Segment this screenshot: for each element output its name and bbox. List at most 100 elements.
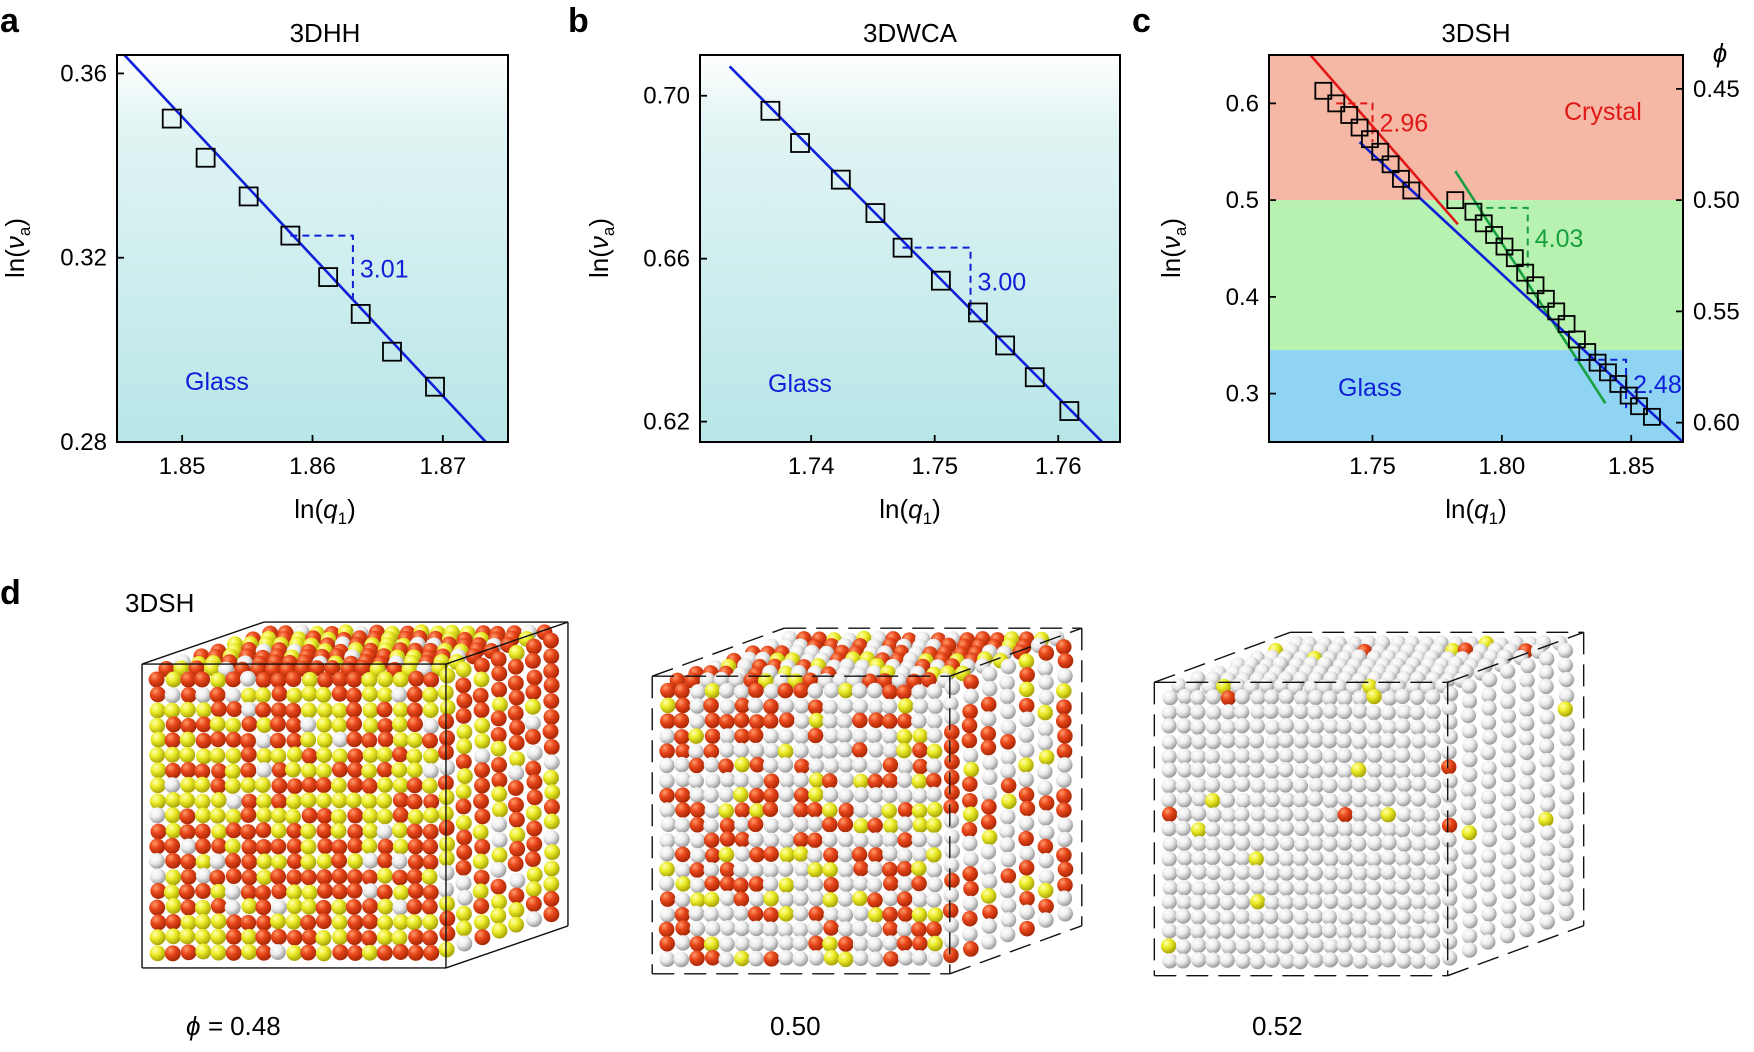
particle-orange	[1037, 838, 1054, 855]
y-tick-label: 0.32	[60, 245, 107, 272]
particle-yellow	[456, 768, 473, 785]
particle-orange	[269, 716, 286, 733]
particle-white	[1162, 836, 1178, 852]
particle-white	[963, 688, 979, 705]
particle-orange	[808, 935, 824, 952]
data-point	[1371, 142, 1390, 161]
particle-yellow	[779, 847, 795, 863]
particle-yellow	[270, 748, 287, 764]
particle-white	[1558, 833, 1575, 849]
particle-yellow	[286, 945, 303, 961]
cube-edge	[949, 925, 1083, 975]
particle-orange	[659, 891, 676, 907]
particle-orange	[1337, 806, 1353, 823]
particle-white	[1322, 762, 1338, 778]
particle-yellow	[660, 697, 676, 714]
particle-orange	[1056, 788, 1072, 804]
particle-orange	[1057, 877, 1073, 893]
particle-orange	[315, 777, 332, 794]
particle-white	[1500, 781, 1516, 798]
cube-0	[141, 621, 569, 969]
particle-white	[748, 773, 764, 790]
particle-white	[1162, 880, 1178, 896]
particle-white	[1057, 668, 1073, 684]
data-point	[1495, 237, 1514, 256]
cube-edge	[949, 627, 1083, 677]
particle-white	[1500, 678, 1517, 694]
particle-white	[1410, 776, 1427, 792]
particle-yellow	[224, 777, 241, 794]
particle-white	[1352, 690, 1368, 706]
particle-white	[1460, 809, 1476, 826]
particle-white	[748, 935, 765, 952]
data-point	[1526, 276, 1545, 295]
particle-orange	[271, 793, 288, 810]
particle-white	[1337, 835, 1353, 851]
particle-orange	[346, 929, 363, 946]
particle-white	[1424, 864, 1441, 880]
slope-triangle-red	[1336, 102, 1374, 143]
particle-white	[734, 920, 750, 937]
particle-white	[897, 876, 914, 892]
particle-white	[1461, 898, 1477, 914]
data-point	[1485, 226, 1504, 244]
particle-yellow	[149, 717, 166, 734]
particle-white	[748, 831, 764, 848]
particle-yellow	[1001, 793, 1017, 810]
particle-orange	[346, 882, 363, 899]
particle-white	[1366, 747, 1383, 764]
data-point	[1578, 343, 1597, 361]
phase-band-2	[1269, 350, 1683, 442]
particle-yellow	[241, 898, 258, 915]
particle-white	[981, 873, 998, 890]
particle-orange	[406, 898, 423, 915]
particle-orange	[793, 831, 809, 848]
particle-white	[1539, 825, 1556, 841]
particle-yellow	[330, 808, 347, 825]
particle-white	[1442, 919, 1458, 935]
particle-white	[1249, 938, 1266, 954]
particle-orange	[474, 762, 490, 779]
particle-white	[944, 843, 961, 859]
particle-yellow	[455, 661, 472, 678]
particle-yellow	[688, 728, 704, 744]
particle-white	[1351, 807, 1368, 823]
particle-white	[823, 682, 840, 699]
particle-white	[1365, 776, 1382, 792]
particle-orange	[526, 820, 543, 837]
data-point	[1588, 353, 1607, 372]
particle-yellow	[194, 793, 211, 810]
data-point	[1474, 214, 1493, 233]
particle-white	[1234, 748, 1251, 764]
particle-white	[1190, 806, 1207, 822]
data-point	[1350, 118, 1369, 137]
particle-yellow	[285, 793, 302, 810]
particle-orange	[194, 671, 211, 688]
particle-white	[524, 715, 541, 732]
data-point	[1327, 94, 1346, 113]
particle-white	[779, 802, 795, 818]
particle-orange	[439, 925, 456, 942]
particle-white	[1191, 777, 1207, 794]
particle-white	[1410, 866, 1426, 882]
particle-white	[1481, 729, 1498, 745]
particle-white	[1249, 953, 1266, 970]
particle-orange	[763, 787, 779, 804]
particle-yellow	[980, 888, 997, 904]
particle-yellow	[315, 686, 332, 703]
particle-yellow	[211, 823, 228, 840]
particle-white	[195, 687, 212, 704]
particle-orange	[1019, 800, 1036, 817]
particle-orange	[331, 852, 348, 869]
particle-orange	[794, 758, 810, 775]
particle-yellow	[1204, 792, 1221, 809]
particle-yellow	[301, 671, 318, 688]
particle-white	[837, 788, 854, 804]
particle-white	[1441, 832, 1457, 848]
particle-white	[851, 728, 868, 744]
particle-white	[1409, 748, 1426, 764]
particle-yellow	[491, 696, 508, 713]
particle-white	[1019, 711, 1035, 728]
particle-white	[1221, 777, 1237, 794]
particle-white	[944, 709, 960, 726]
